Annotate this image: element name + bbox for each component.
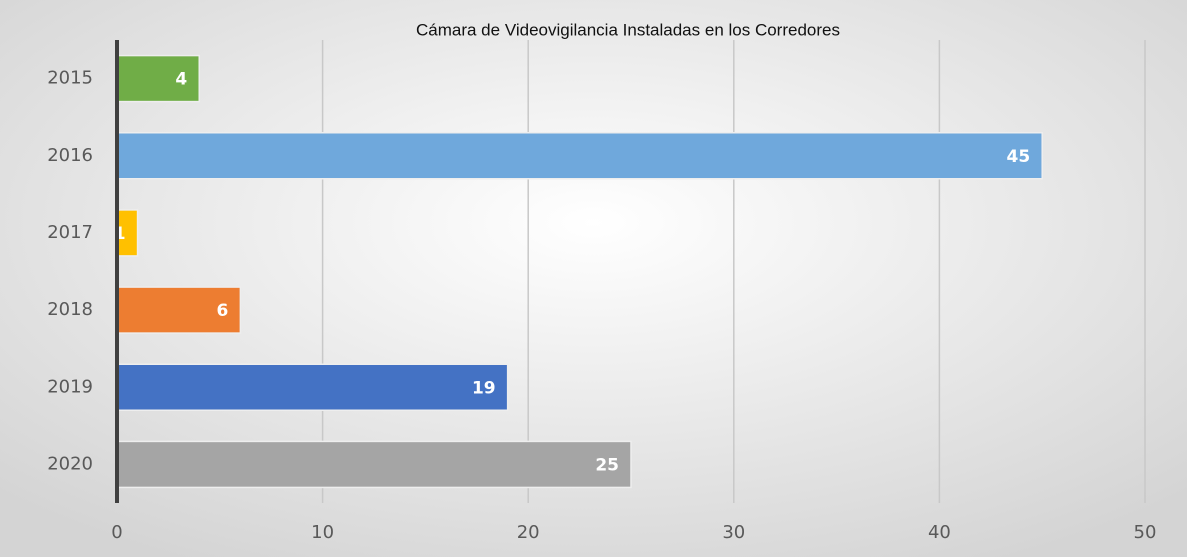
- bar: [116, 286, 242, 334]
- y-tick-label: 2016: [47, 145, 93, 166]
- x-tick-label: 40: [928, 522, 951, 543]
- x-tick-label: 0: [111, 522, 122, 543]
- value-label: 6: [217, 301, 229, 321]
- x-tick-label: 30: [722, 522, 745, 543]
- x-tick-label: 20: [517, 522, 540, 543]
- bar: [116, 132, 1043, 180]
- value-label: 25: [595, 455, 619, 475]
- y-tick-label: 2020: [47, 453, 93, 474]
- y-tick-label: 2015: [47, 68, 93, 89]
- value-label: 45: [1007, 147, 1031, 167]
- y-tick-label: 2018: [47, 299, 93, 320]
- bar: [116, 440, 632, 489]
- value-label: 1: [114, 224, 126, 244]
- chart-title: Cámara de Videovigilancia Instaladas en …: [416, 20, 840, 39]
- x-tick-label: 50: [1134, 522, 1157, 543]
- x-tick-label: 10: [311, 522, 334, 543]
- bar: [116, 363, 509, 411]
- bar: [116, 54, 200, 103]
- value-label: 4: [175, 70, 187, 90]
- y-tick-label: 2019: [47, 376, 93, 397]
- y-tick-label: 2017: [47, 222, 93, 243]
- value-label: 19: [472, 378, 496, 398]
